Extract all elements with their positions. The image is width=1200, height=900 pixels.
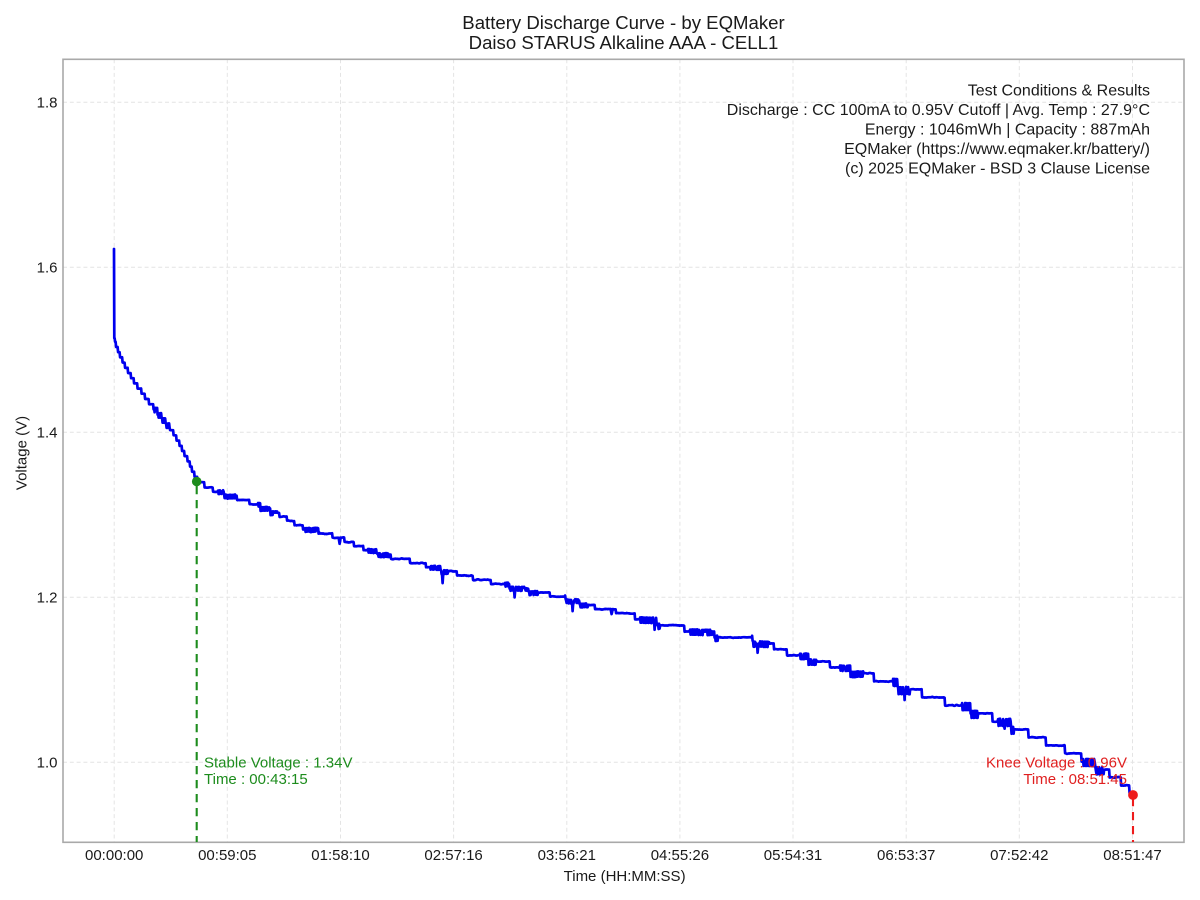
svg-text:Time (HH:MM:SS): Time (HH:MM:SS) [564, 868, 686, 885]
svg-text:Daiso STARUS Alkaline AAA - CE: Daiso STARUS Alkaline AAA - CELL1 [469, 32, 779, 53]
svg-text:Discharge : CC 100mA to 0.95V: Discharge : CC 100mA to 0.95V Cutoff | A… [727, 102, 1150, 119]
svg-text:Test Conditions & Results: Test Conditions & Results [968, 82, 1150, 99]
svg-text:1.6: 1.6 [37, 260, 58, 277]
svg-text:Battery Discharge Curve - by E: Battery Discharge Curve - by EQMaker [462, 12, 784, 33]
svg-text:1.8: 1.8 [37, 95, 58, 112]
svg-text:08:51:47: 08:51:47 [1103, 847, 1161, 864]
svg-text:02:57:16: 02:57:16 [424, 847, 482, 864]
svg-text:1.4: 1.4 [37, 425, 58, 442]
svg-text:04:55:26: 04:55:26 [651, 847, 709, 864]
svg-text:Time : 08:51:45: Time : 08:51:45 [1023, 771, 1127, 788]
svg-text:Voltage (V): Voltage (V) [14, 416, 31, 490]
svg-text:Time : 00:43:15: Time : 00:43:15 [204, 771, 308, 788]
svg-text:1.2: 1.2 [37, 590, 58, 607]
svg-text:Stable Voltage : 1.34V: Stable Voltage : 1.34V [204, 755, 352, 772]
svg-text:00:00:00: 00:00:00 [85, 847, 143, 864]
svg-text:1.0: 1.0 [37, 755, 58, 772]
svg-text:Energy : 1046mWh | Capacity :: Energy : 1046mWh | Capacity : 887mAh [865, 121, 1150, 138]
svg-text:05:54:31: 05:54:31 [764, 847, 822, 864]
svg-text:(c) 2025 EQMaker - BSD 3 Claus: (c) 2025 EQMaker - BSD 3 Clause License [845, 160, 1150, 177]
svg-text:00:59:05: 00:59:05 [198, 847, 256, 864]
svg-text:Knee Voltage : 0.96V: Knee Voltage : 0.96V [986, 755, 1127, 772]
svg-text:06:53:37: 06:53:37 [877, 847, 935, 864]
svg-text:EQMaker (https://www.eqmaker.k: EQMaker (https://www.eqmaker.kr/battery/… [844, 141, 1150, 158]
svg-text:03:56:21: 03:56:21 [538, 847, 596, 864]
svg-text:01:58:10: 01:58:10 [311, 847, 369, 864]
svg-text:07:52:42: 07:52:42 [990, 847, 1048, 864]
